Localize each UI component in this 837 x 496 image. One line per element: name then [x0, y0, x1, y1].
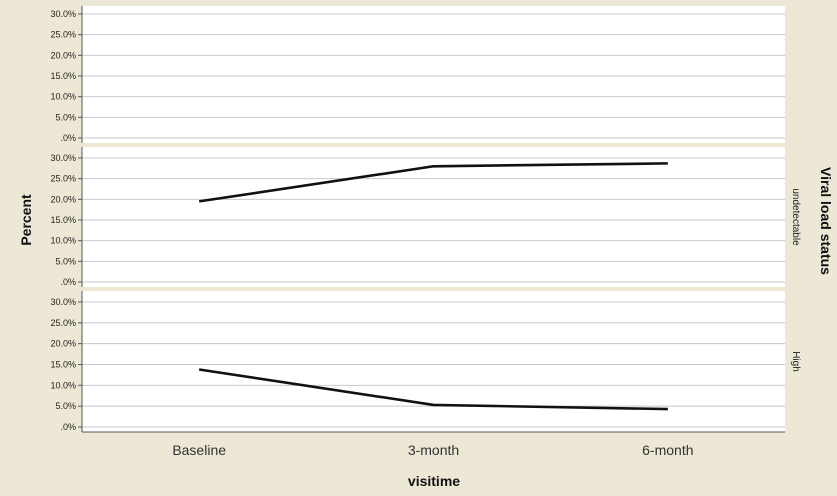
- panel-background: [82, 6, 785, 143]
- panel-3: .0% 5.0% 10.0% 15.0% 20.0% 25.0% 30.0% High: [50, 291, 801, 432]
- y-tick-label: 20.0%: [50, 339, 76, 349]
- y-tick-label: 5.0%: [55, 256, 76, 266]
- y-axis-title: Percent: [18, 194, 34, 246]
- x-axis-title: visitime: [408, 473, 460, 489]
- series-line-undetectable: [198, 162, 668, 203]
- panel-1: .0% 5.0% 10.0% 15.0% 20.0% 25.0% 30.0%: [50, 6, 785, 143]
- y-tick-label: 15.0%: [50, 215, 76, 225]
- panel-background: [82, 147, 785, 287]
- y-tick-label: 20.0%: [50, 194, 76, 204]
- panel-2: .0% 5.0% 10.0% 15.0% 20.0% 25.0% 30.0% undetect…: [50, 147, 801, 287]
- strip-label: High: [790, 351, 801, 372]
- y-tick-label: 10.0%: [50, 92, 76, 102]
- series-line-High: [198, 368, 668, 411]
- panel-background: [82, 291, 785, 432]
- y-tick-label: 15.0%: [50, 360, 76, 370]
- y-tick-label: .0%: [60, 277, 76, 287]
- y-tick-label: 25.0%: [50, 30, 76, 40]
- facet-title: Viral load status: [818, 167, 834, 275]
- y-tick-label: 5.0%: [55, 112, 76, 122]
- y-tick-label: 10.0%: [50, 380, 76, 390]
- x-tick-label: 6-month: [642, 442, 693, 458]
- x-tick-label: Baseline: [172, 442, 226, 458]
- panels: .0% 5.0% 10.0% 15.0% 20.0% 25.0% 30.0% .0% 5.0% 1…: [50, 6, 801, 432]
- y-tick-label: 30.0%: [50, 297, 76, 307]
- y-tick-label: 30.0%: [50, 9, 76, 19]
- y-tick-label: 5.0%: [55, 401, 76, 411]
- x-tick-labels: Baseline 3-month 6-month: [82, 431, 785, 458]
- y-tick-label: .0%: [60, 133, 76, 143]
- y-tick-label: 20.0%: [50, 50, 76, 60]
- y-tick-label: 25.0%: [50, 318, 76, 328]
- strip-label: undetectable: [790, 188, 801, 246]
- y-tick-label: 25.0%: [50, 174, 76, 184]
- x-tick-label: 3-month: [408, 442, 459, 458]
- y-tick-label: 10.0%: [50, 236, 76, 246]
- y-tick-label: 30.0%: [50, 153, 76, 163]
- y-tick-label: 15.0%: [50, 71, 76, 81]
- y-tick-label: .0%: [60, 422, 76, 432]
